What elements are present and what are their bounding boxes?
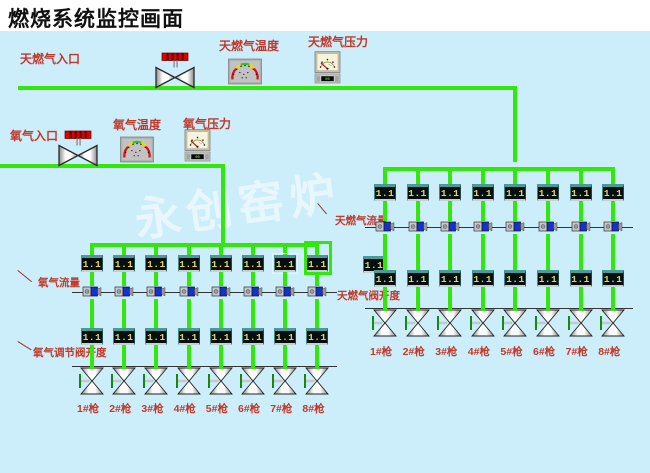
svg-text:00: 00 <box>195 156 200 160</box>
svg-text:00: 00 <box>325 78 330 82</box>
